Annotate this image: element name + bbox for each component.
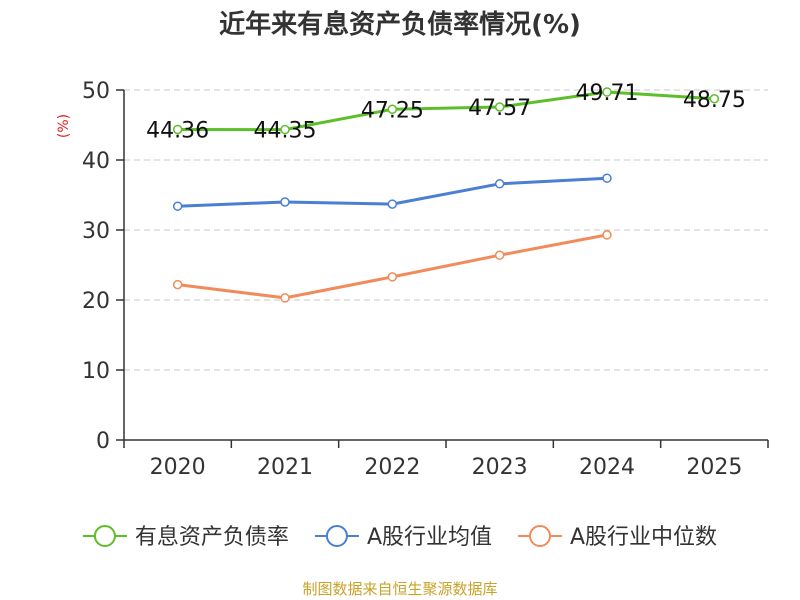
legend-item: 有息资产负债率 <box>82 525 289 550</box>
x-tick-label: 2022 <box>364 455 420 480</box>
data-point <box>172 201 183 211</box>
data-label: 44.35 <box>254 119 317 144</box>
data-point <box>602 230 612 240</box>
legend-item: A股行业均值 <box>314 525 492 550</box>
data-label: 48.75 <box>683 88 746 113</box>
series-line-0 <box>177 90 715 132</box>
data-point <box>494 102 505 112</box>
y-tick-label: 20 <box>82 289 110 314</box>
axes: 0 10 20 30 40 50 2020 2021 2022 2023 2024 2025 <box>82 79 769 480</box>
legend-marker-circle <box>529 525 552 547</box>
grid-lines <box>124 89 768 371</box>
series-line-2 <box>177 233 608 300</box>
y-tick-label: 40 <box>82 149 110 174</box>
data-point <box>280 293 290 303</box>
chart-title: 近年来有息资产负债率情况(%) <box>219 9 581 40</box>
data-label: 47.57 <box>468 96 531 121</box>
legend-label: A股行业中位数 <box>570 525 717 550</box>
source-note: 制图数据来自恒生聚源数据库 <box>302 580 497 598</box>
data-point <box>387 199 398 209</box>
data-labels: 44.36 44.35 47.25 47.57 49.71 48.75 <box>146 81 746 144</box>
legend-label: A股行业均值 <box>367 525 492 550</box>
x-tick-label: 2025 <box>686 455 742 480</box>
y-axis-label: (%) <box>56 114 72 138</box>
data-label: 49.71 <box>576 81 639 106</box>
y-tick-label: 50 <box>82 79 110 104</box>
data-point <box>387 104 398 114</box>
data-point <box>172 279 183 290</box>
x-tick-label: 2020 <box>150 455 206 480</box>
data-point <box>280 197 290 207</box>
legend: 有息资产负债率 A股行业均值 A股行业中位数 <box>82 525 717 550</box>
data-point <box>494 179 505 189</box>
legend-marker-circle <box>325 525 348 547</box>
legend-item: A股行业中位数 <box>518 525 717 550</box>
data-point <box>172 124 183 135</box>
legend-marker-circle <box>93 525 116 547</box>
data-label: 47.25 <box>361 98 424 123</box>
data-point <box>602 87 612 97</box>
x-tick-label: 2023 <box>472 455 528 480</box>
data-point <box>709 94 720 104</box>
data-point <box>280 124 290 135</box>
data-point <box>387 272 398 282</box>
legend-label: 有息资产负债率 <box>135 525 289 550</box>
x-tick-label: 2021 <box>257 455 313 480</box>
data-point <box>494 250 505 260</box>
x-tick-label: 2024 <box>579 455 635 480</box>
y-tick-label: 30 <box>82 219 110 244</box>
data-point <box>602 173 612 183</box>
data-label: 44.36 <box>146 118 209 143</box>
y-tick-label: 0 <box>96 429 110 454</box>
y-tick-label: 10 <box>82 359 110 384</box>
series-lines <box>172 87 720 303</box>
